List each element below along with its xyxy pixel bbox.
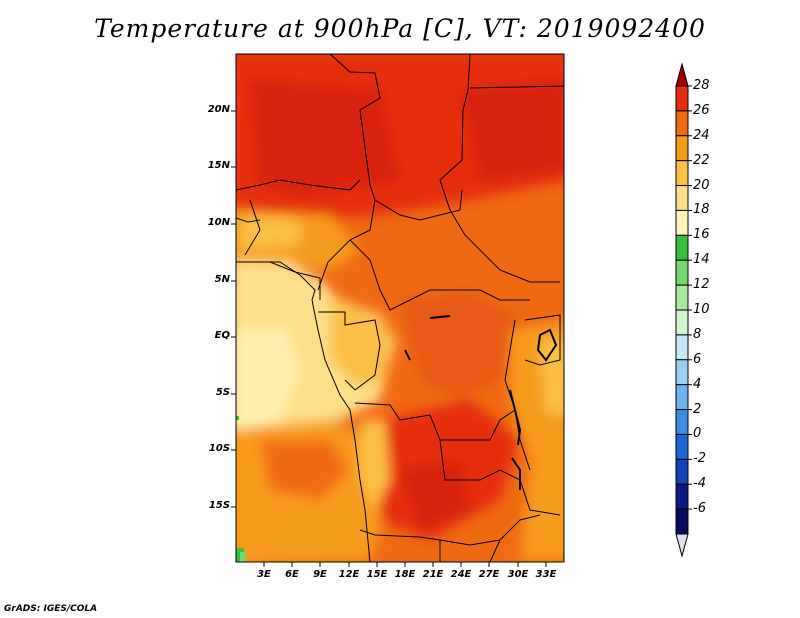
country-borders <box>236 54 564 562</box>
lat-ticks <box>231 110 236 508</box>
colorbar-swatch <box>675 234 689 261</box>
colorbar-swatch <box>675 508 689 535</box>
colorbar-swatch <box>675 309 689 336</box>
colorbar <box>675 62 692 558</box>
lon-label: 6E <box>285 569 299 580</box>
colorbar-swatch <box>675 259 689 286</box>
lon-label: 18E <box>394 569 416 580</box>
grads-credit: GrADS: IGES/COLA <box>4 604 98 614</box>
lon-label: 27E <box>478 569 500 580</box>
coastline <box>236 261 371 562</box>
lon-ticks <box>263 562 547 567</box>
colorbar-label: 18 <box>693 202 710 218</box>
colorbar-label: -2 <box>693 451 706 467</box>
lon-label: 9E <box>313 569 327 580</box>
colorbar-label: 10 <box>693 302 710 317</box>
colorbar-label: 24 <box>693 127 710 143</box>
lon-label: 30E <box>507 569 529 580</box>
colorbar-label: 0 <box>693 426 702 442</box>
colorbar-swatch <box>675 409 689 435</box>
colorbar-swatch <box>675 110 689 137</box>
colorbar-swatch <box>675 384 689 411</box>
colorbar-label: -4 <box>693 476 706 492</box>
colorbar-label: 12 <box>693 277 710 293</box>
colorbar-label: 14 <box>693 252 710 268</box>
colorbar-label: 22 <box>693 152 710 168</box>
colorbar-label: 6 <box>693 351 702 367</box>
lon-label: 3E <box>257 569 271 580</box>
colorbar-label: 8 <box>693 326 702 342</box>
map-frame <box>235 53 565 563</box>
colorbar-label: -6 <box>693 501 706 517</box>
lon-label: 33E <box>535 569 557 580</box>
lake-outlines <box>404 315 558 490</box>
lat-label: 20N <box>207 104 230 115</box>
lat-label: 10S <box>208 443 230 454</box>
colorbar-swatch <box>675 135 689 162</box>
colorbar-label: 20 <box>693 177 710 193</box>
lon-label: 24E <box>450 569 472 580</box>
lon-label: 21E <box>422 569 444 580</box>
colorbar-bottom-triangle <box>675 533 689 558</box>
colorbar-label: 28 <box>693 78 710 93</box>
colorbar-swatch <box>675 85 689 112</box>
colorbar-label: 4 <box>693 376 702 392</box>
colorbar-label: 2 <box>693 401 702 417</box>
lon-label: 15E <box>366 569 388 580</box>
colorbar-label: 16 <box>693 227 710 243</box>
temperature-field <box>236 54 564 562</box>
colorbar-swatch <box>675 483 689 510</box>
lat-label: 10N <box>207 217 230 228</box>
colorbar-swatch <box>675 334 689 361</box>
colorbar-swatch <box>675 284 689 311</box>
colorbar-label: 26 <box>693 102 710 118</box>
lon-label: 12E <box>338 569 360 580</box>
colorbar-swatch <box>675 433 689 460</box>
lat-label: 15S <box>208 500 230 511</box>
colorbar-swatch <box>675 359 689 386</box>
colorbar-swatch <box>675 160 689 187</box>
lat-label: 15N <box>207 160 230 171</box>
map-title: Temperature at 900hPa [C], VT: 201909240… <box>94 14 706 43</box>
colorbar-swatch <box>675 185 689 211</box>
lat-label: 5S <box>215 387 230 398</box>
colorbar-swatch <box>675 209 689 236</box>
colorbar-swatch <box>675 458 689 485</box>
colorbar-top-triangle <box>675 62 689 87</box>
lat-label: 5N <box>214 274 230 285</box>
lat-label: EQ <box>214 330 230 341</box>
